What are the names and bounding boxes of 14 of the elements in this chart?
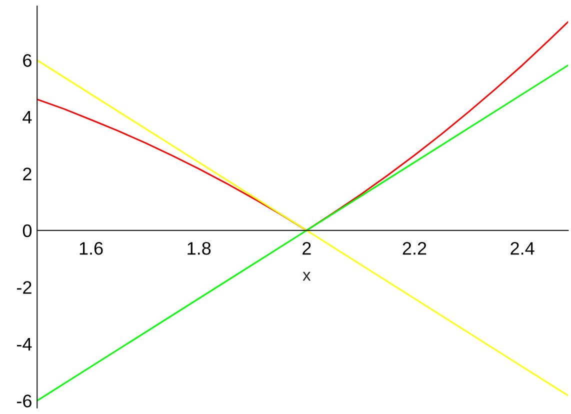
x-tick-label: 1.8 [188, 242, 211, 255]
x-tick-label: 2.2 [402, 242, 426, 255]
y-tick-label: -4 [17, 338, 32, 350]
y-tick-label: 6 [23, 54, 32, 67]
y-tick-label: 4 [22, 111, 32, 124]
x-axis-title: x [302, 272, 311, 281]
x-tick-label: 2.4 [510, 242, 534, 255]
y-tick-label: 2 [23, 168, 32, 180]
y-tick-label: -2 [17, 281, 32, 294]
x-tick-label: 1.6 [80, 242, 103, 255]
line-series [37, 21, 568, 232]
y-tick-label: -6 [17, 394, 32, 408]
y-tick-label: 0 [22, 224, 32, 238]
x-tick-label: 2 [302, 242, 311, 255]
